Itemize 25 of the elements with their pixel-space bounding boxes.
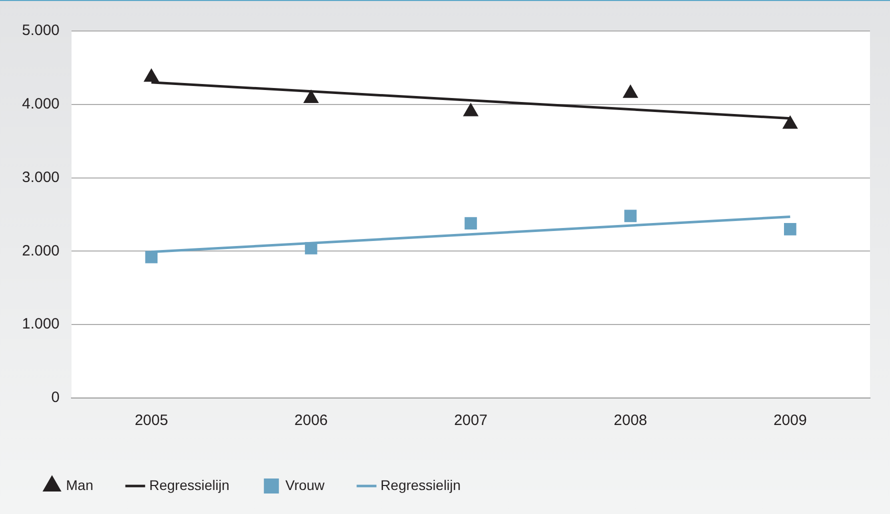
x-tick-label: 2008 <box>614 412 648 430</box>
x-tick-label: 2007 <box>454 412 488 430</box>
point <box>784 223 796 236</box>
y-tick-label: 5.000 <box>22 22 60 40</box>
legend-label: Vrouw <box>285 476 326 493</box>
y-tick-label: 2.000 <box>22 242 60 260</box>
point <box>463 103 478 116</box>
y-tick-label: 3.000 <box>22 168 60 186</box>
point <box>782 116 798 129</box>
legend-label: Regressielijn <box>149 476 230 493</box>
x-tick-label: 2006 <box>294 412 328 430</box>
y-tick-label: 0 <box>51 389 60 406</box>
point <box>304 242 318 254</box>
legend-label: Regressielijn <box>380 476 461 493</box>
x-tick-label: 2009 <box>773 412 807 430</box>
legend-label: Man <box>66 476 94 493</box>
y-tick-label: 1.000 <box>22 316 60 333</box>
point <box>304 90 319 104</box>
point <box>624 210 637 222</box>
x-tick-label: 2005 <box>134 412 168 430</box>
point <box>144 68 159 82</box>
point <box>623 84 638 98</box>
y-tick-label: 4.000 <box>22 96 60 113</box>
point <box>464 217 477 230</box>
point <box>145 250 158 264</box>
